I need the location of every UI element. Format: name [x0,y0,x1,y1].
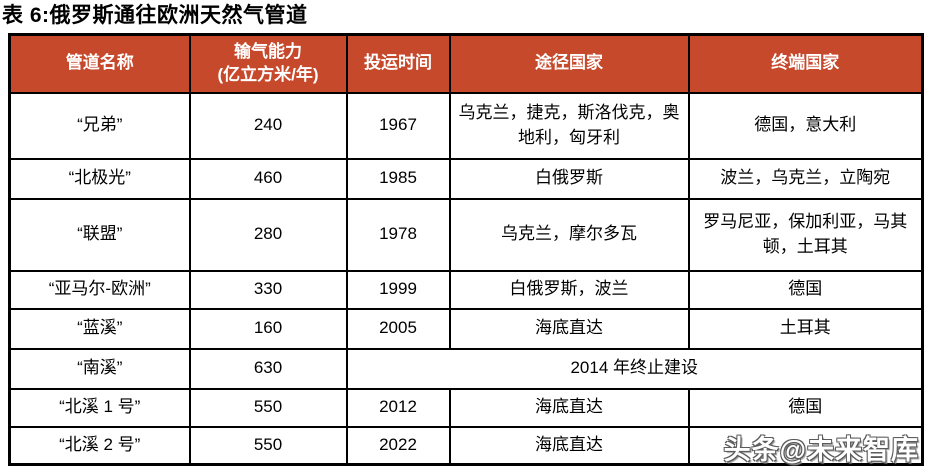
transit-countries-cell: 海底直达 [448,387,690,428]
commission-year-cell: 1985 [345,157,451,200]
pipeline-name-cell: “亚马尔-欧洲” [8,269,191,310]
commission-year-cell: 1999 [345,269,451,310]
header-capacity: 输气能力 (亿立方米/年) [188,33,348,94]
capacity-cell: 460 [188,157,348,200]
transit-countries-cell: 海底直达 [448,425,690,466]
table-row: “北溪 2 号” 550 2022 海底直达 [8,425,924,466]
commission-year-cell: 1967 [345,91,451,160]
commission-year-cell: 2012 [345,387,451,428]
pipeline-name-cell: “北极光” [8,157,191,200]
terminal-countries-cell: 罗马尼亚，保加利亚，马其顿，土耳其 [687,197,924,272]
terminal-countries-cell: 德国 [687,387,924,428]
commission-year-cell: 2022 [345,425,451,466]
transit-countries-cell: 白俄罗斯 [448,157,690,200]
terminal-countries-cell: 土耳其 [687,307,924,350]
pipeline-name-cell: “联盟” [8,197,191,272]
pipelines-table: 管道名称 输气能力 (亿立方米/年) 投运时间 途径国家 终端国家 “兄弟” 24… [8,33,924,467]
capacity-cell: 240 [188,91,348,160]
report-page: 表 6:俄罗斯通往欧洲天然气管道 管道名称 输气能力 (亿立方米/年) 投运时间… [0,4,927,467]
pipeline-name-cell: “北溪 2 号” [8,425,191,466]
header-terminal-countries: 终端国家 [687,33,924,94]
table-row: “亚马尔-欧洲” 330 1999 白俄罗斯，波兰 德国 [8,269,924,310]
capacity-cell: 550 [188,387,348,428]
commission-year-cell: 1978 [345,197,451,272]
header-row: 管道名称 输气能力 (亿立方米/年) 投运时间 途径国家 终端国家 [8,33,924,94]
header-commission-year: 投运时间 [345,33,451,94]
header-pipeline-name: 管道名称 [8,33,191,94]
transit-countries-cell: 白俄罗斯，波兰 [448,269,690,310]
capacity-cell: 280 [188,197,348,272]
transit-countries-cell: 乌克兰，捷克，斯洛伐克，奥地利，匈牙利 [448,91,690,160]
commission-year-cell: 2005 [345,307,451,350]
table-body: “兄弟” 240 1967 乌克兰，捷克，斯洛伐克，奥地利，匈牙利 德国，意大利 “北极光… [8,91,924,466]
terminal-countries-cell [687,425,924,466]
table-row: “蓝溪” 160 2005 海底直达 土耳其 [8,307,924,350]
terminal-countries-cell: 德国 [687,269,924,310]
table-row: “北极光” 460 1985 白俄罗斯 波兰，乌克兰，立陶宛 [8,157,924,200]
capacity-cell: 330 [188,269,348,310]
header-transit-countries: 途径国家 [448,33,690,94]
table-row: “南溪” 630 2014 年终止建设 [8,347,924,390]
table-title: 表 6:俄罗斯通往欧洲天然气管道 [2,4,308,27]
capacity-cell: 550 [188,425,348,466]
table-row: “兄弟” 240 1967 乌克兰，捷克，斯洛伐克，奥地利，匈牙利 德国，意大利 [8,91,924,160]
pipeline-name-cell: “南溪” [8,347,191,390]
capacity-cell: 160 [188,307,348,350]
pipeline-name-cell: “蓝溪” [8,307,191,350]
transit-countries-cell: 海底直达 [448,307,690,350]
terminal-countries-cell: 德国，意大利 [687,91,924,160]
transit-countries-cell: 乌克兰，摩尔多瓦 [448,197,690,272]
merged-note-cell: 2014 年终止建设 [345,347,924,390]
terminal-countries-cell: 波兰，乌克兰，立陶宛 [687,157,924,200]
capacity-cell: 630 [188,347,348,390]
pipeline-name-cell: “兄弟” [8,91,191,160]
table-row: “联盟” 280 1978 乌克兰，摩尔多瓦 罗马尼亚，保加利亚，马其顿，土耳其 [8,197,924,272]
table-row: “北溪 1 号” 550 2012 海底直达 德国 [8,387,924,428]
pipeline-name-cell: “北溪 1 号” [8,387,191,428]
